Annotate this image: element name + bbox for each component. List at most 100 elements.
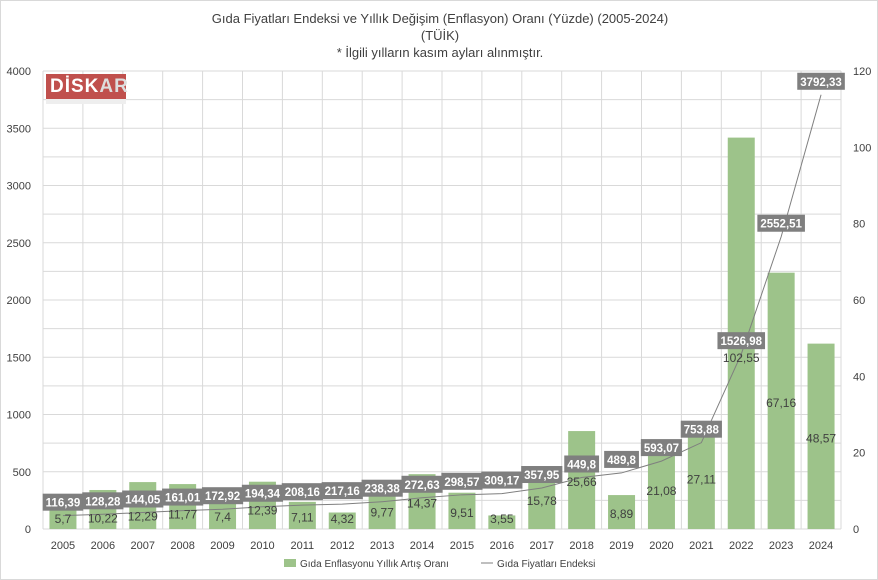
line-data-label: 753,88 (684, 425, 720, 437)
left-tick-label: 4000 (7, 66, 31, 78)
x-tick-label: 2014 (410, 540, 434, 552)
line-data-label: 272,63 (404, 480, 439, 492)
line-data-label-box (82, 492, 124, 510)
line-data-label-box (201, 487, 244, 505)
bar-data-label: 21,08 (646, 484, 676, 498)
bar-data-label: 14,37 (407, 497, 437, 511)
line-data-label: 1526,98 (720, 336, 762, 348)
index-line (62, 94, 822, 517)
bar (368, 491, 396, 529)
left-tick-label: 0 (25, 524, 31, 536)
line-data-label-box (321, 482, 363, 500)
right-tick-label: 0 (853, 524, 859, 536)
bar-data-label: 3,55 (490, 512, 514, 526)
bar (807, 343, 835, 529)
bar-data-label: 9,51 (450, 506, 474, 520)
left-tick-label: 500 (13, 467, 31, 479)
line-data-label: 217,16 (325, 486, 360, 498)
line-data-label-box (564, 455, 600, 473)
line-data-label-box (122, 490, 164, 508)
x-tick-label: 2011 (291, 540, 315, 552)
x-tick-label: 2022 (729, 540, 753, 552)
left-tick-label: 3500 (7, 123, 31, 135)
line-data-label: 172,92 (205, 491, 240, 503)
bar (647, 448, 675, 529)
line-data-label: 593,07 (644, 443, 679, 455)
line-data-label-box (604, 450, 639, 468)
line-data-label: 128,28 (85, 496, 121, 508)
bar (328, 512, 356, 529)
x-tick-label: 2009 (210, 540, 234, 552)
x-tick-label: 2010 (250, 540, 274, 552)
left-tick-label: 2000 (7, 295, 31, 307)
line-data-label-box (162, 488, 204, 506)
right-tick-label: 120 (853, 66, 871, 78)
bar-data-label: 7,4 (214, 510, 231, 524)
right-tick-label: 100 (853, 142, 871, 154)
legend-bar-swatch (284, 559, 296, 567)
line-data-label: 194,34 (245, 489, 281, 501)
x-tick-label: 2013 (370, 540, 394, 552)
bar-labels: 5,7 10,22 12,29 11,77 7,4 12,39 7,11 4,32 9,77 14… (55, 351, 837, 526)
x-tick-label: 2006 (91, 540, 115, 552)
chart-note: * İlgili yılların kasım ayları alınmıştı… (336, 45, 544, 60)
line-data-label-box (521, 466, 563, 484)
bar (209, 500, 237, 529)
line-labels: 116,39 128,28 144,05 161,01 172,92 194,34 208,… (42, 72, 845, 511)
x-tick-label: 2017 (530, 540, 554, 552)
line-data-label-box (241, 484, 284, 502)
x-tick-label: 2023 (769, 540, 793, 552)
bar-data-label: 12,29 (128, 510, 158, 524)
bar-data-label: 25,66 (567, 475, 597, 489)
line-data-label: 309,17 (484, 476, 519, 488)
left-tick-label: 1000 (7, 410, 31, 422)
x-tick-label: 2005 (51, 540, 75, 552)
x-tick-label: 2020 (649, 540, 673, 552)
bar-data-label: 9,77 (370, 505, 394, 519)
right-tick-label: 80 (853, 219, 865, 231)
bar-data-label: 15,78 (527, 494, 557, 508)
line-data-label-box (717, 332, 766, 350)
line-data-label: 357,95 (524, 470, 560, 482)
bar (608, 495, 636, 529)
x-tick-label: 2018 (569, 540, 593, 552)
line-data-label-box (361, 479, 403, 497)
bar (767, 272, 795, 529)
x-tick-label: 2019 (609, 540, 633, 552)
right-tick-label: 60 (853, 295, 865, 307)
x-tick-label: 2024 (809, 540, 833, 552)
x-tick-label: 2016 (490, 540, 514, 552)
legend-bar-label: Gıda Enflasyonu Yıllık Artış Oranı (300, 559, 449, 570)
bar-data-label: 10,22 (88, 511, 118, 525)
bar-data-label: 7,11 (291, 510, 314, 524)
line-data-label: 116,39 (46, 498, 81, 510)
line-data-label: 238,38 (365, 484, 401, 496)
bar-data-label: 5,7 (55, 512, 72, 526)
x-tick-label: 2012 (330, 540, 354, 552)
x-tick-label: 2007 (131, 540, 155, 552)
bar-data-label: 48,57 (806, 431, 836, 445)
bar (488, 515, 516, 529)
bar-data-label: 67,16 (766, 396, 796, 410)
line-data-label-box (441, 472, 483, 490)
bar-data-label: 8,89 (610, 507, 634, 521)
right-tick-label: 20 (853, 448, 865, 460)
line-data-label: 298,57 (444, 477, 479, 489)
x-tick-label: 2021 (689, 540, 713, 552)
line-data-label-box (680, 420, 722, 438)
bar-data-label: 102,55 (723, 351, 760, 365)
bar (288, 501, 316, 529)
line-data-label: 2552,51 (760, 219, 802, 231)
line-data-label-box (757, 214, 805, 232)
line-data-label-box (640, 439, 683, 457)
line-data-label: 161,01 (165, 493, 201, 505)
line-data-label-box (42, 493, 84, 511)
line-data-label-box (281, 483, 323, 501)
bar-data-label: 11,77 (168, 508, 197, 522)
bar (448, 492, 476, 529)
left-tick-label: 2500 (7, 238, 31, 250)
chart-title: Gıda Fiyatları Endeksi ve Yıllık Değişim… (211, 11, 669, 26)
line-data-label: 208,16 (285, 487, 320, 499)
line-data-label: 3792,33 (800, 77, 842, 89)
